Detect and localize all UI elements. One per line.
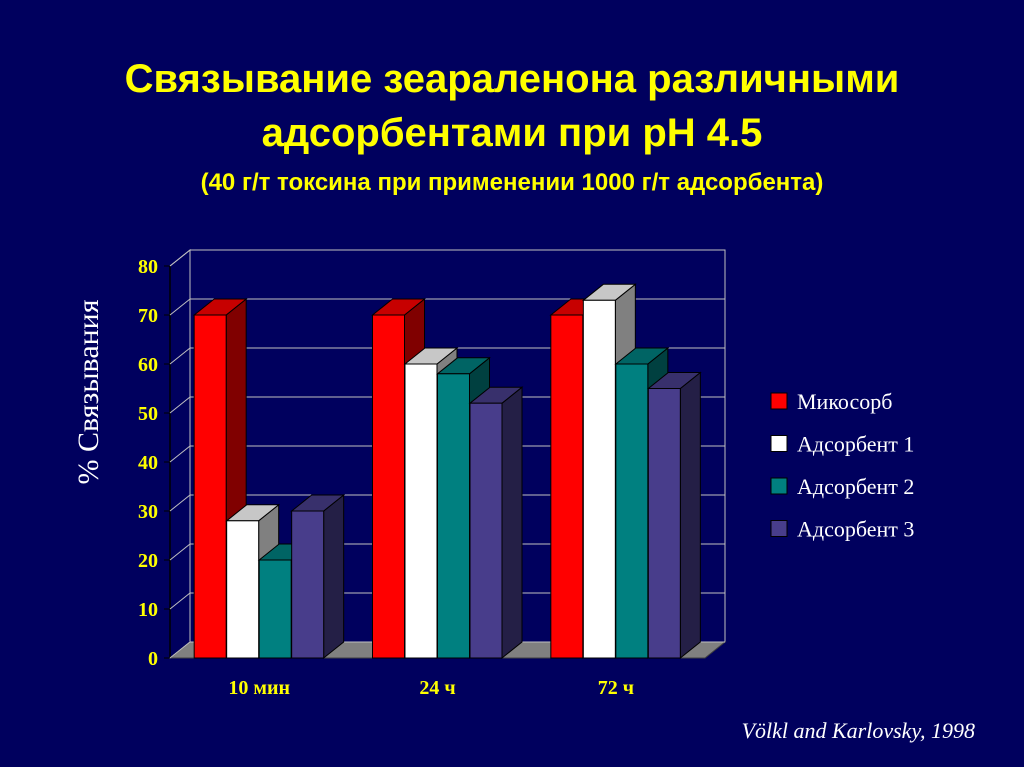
bar-front bbox=[226, 520, 260, 659]
bar-front bbox=[615, 363, 649, 659]
legend-label: Микосорб bbox=[797, 389, 892, 414]
legend-label: Адсорбент 1 bbox=[797, 432, 914, 457]
title-line: адсорбентами при pH 4.5 bbox=[262, 111, 763, 155]
bar-front bbox=[258, 559, 292, 659]
bar-front bbox=[469, 402, 503, 659]
bar bbox=[468, 386, 524, 660]
y-tick-label: 0 bbox=[148, 648, 158, 670]
side-grid-line bbox=[169, 592, 191, 610]
y-axis-label: % Связывания bbox=[72, 299, 105, 484]
bar-front bbox=[372, 314, 405, 659]
bar-front bbox=[291, 510, 325, 659]
x-tick-label: 24 ч bbox=[419, 677, 455, 699]
bar-front bbox=[582, 299, 616, 659]
bar bbox=[646, 371, 702, 660]
bar-front bbox=[404, 363, 438, 659]
y-tick-label: 50 bbox=[138, 403, 158, 425]
bar-front bbox=[193, 314, 227, 659]
legend-swatch bbox=[770, 392, 788, 410]
legend-label: Адсорбент 2 bbox=[797, 474, 914, 499]
title-line: Связывание зеараленона различными bbox=[125, 57, 900, 101]
x-tick-label: 72 ч bbox=[598, 677, 634, 699]
y-tick-label: 70 bbox=[138, 305, 158, 327]
side-grid-line bbox=[169, 396, 191, 414]
y-tick-label: 80 bbox=[138, 256, 158, 278]
side-grid-line bbox=[169, 445, 191, 463]
y-tick-label: 10 bbox=[138, 599, 158, 621]
bar-front bbox=[550, 314, 584, 659]
bar-side bbox=[501, 386, 523, 660]
bar-front bbox=[647, 388, 681, 659]
side-grid-line bbox=[169, 298, 191, 316]
legend-swatch bbox=[770, 435, 788, 452]
legend-label: Адсорбент 3 bbox=[797, 517, 914, 542]
bar-side bbox=[323, 493, 345, 660]
y-tick-label: 40 bbox=[138, 452, 158, 474]
side-grid-line bbox=[169, 494, 191, 512]
side-grid-line bbox=[169, 641, 191, 659]
y-tick-label: 60 bbox=[138, 354, 158, 376]
y-tick-label: 30 bbox=[138, 501, 158, 523]
legend-swatch bbox=[770, 477, 788, 495]
subtitle: (40 г/т токсина при применении 1000 г/т … bbox=[201, 169, 824, 196]
bar bbox=[290, 493, 346, 660]
side-grid-line bbox=[169, 347, 191, 365]
bar-side bbox=[679, 371, 701, 660]
legend-swatch bbox=[770, 520, 788, 537]
source: Völkl and Karlovsky, 1998 bbox=[742, 718, 975, 743]
bar-front bbox=[437, 373, 470, 659]
y-tick-label: 20 bbox=[138, 550, 158, 572]
side-grid-line bbox=[169, 543, 191, 561]
side-grid-line bbox=[169, 249, 191, 267]
x-tick-label: 10 мин bbox=[228, 677, 290, 699]
